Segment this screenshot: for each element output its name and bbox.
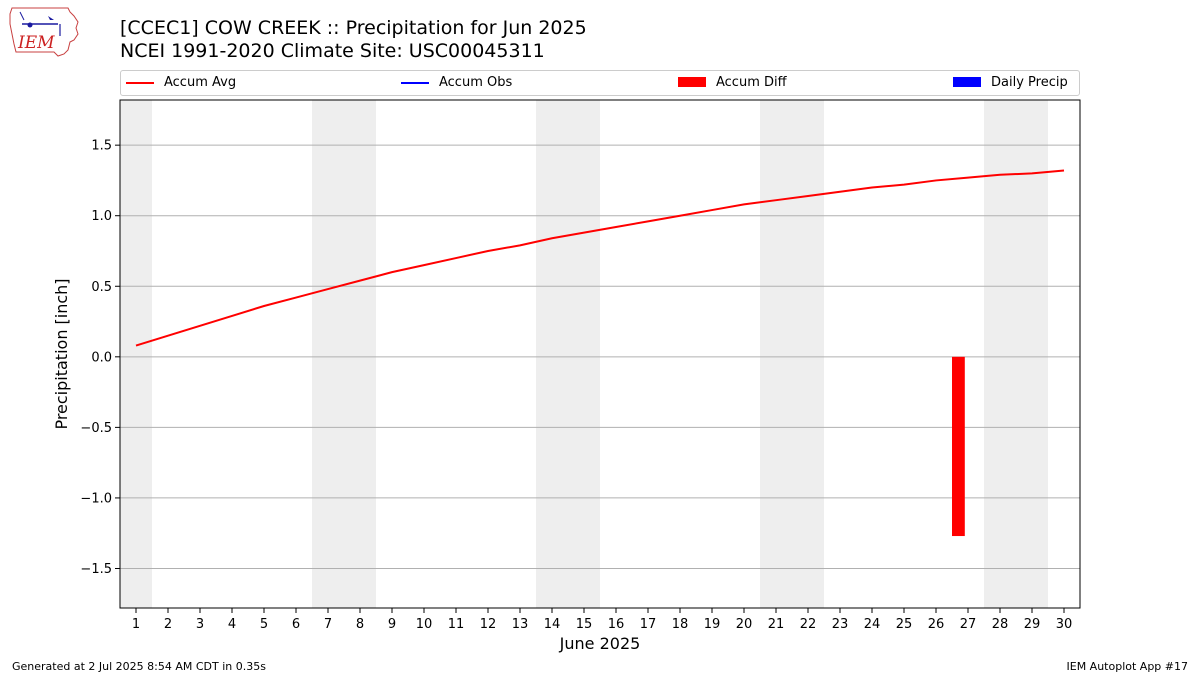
legend: Accum Avg Accum Obs Accum Diff Daily Pre… [120,70,1080,96]
x-tick-label: 1 [132,617,140,632]
x-tick-label: 11 [448,617,465,632]
legend-label-accum-diff: Accum Diff [716,75,787,90]
x-tick-label: 21 [768,617,785,632]
y-tick-label: 0.0 [91,350,112,365]
x-tick-label: 29 [1024,617,1041,632]
y-axis-label: Precipitation [inch] [52,278,71,429]
footer-app: IEM Autoplot App #17 [1066,660,1189,673]
x-tick-label: 16 [608,617,625,632]
x-tick-label: 9 [388,617,396,632]
x-tick-label: 23 [832,617,849,632]
x-tick-label: 8 [356,617,364,632]
weekend-band [312,100,376,608]
x-tick-label: 18 [672,617,689,632]
x-tick-label: 22 [800,617,817,632]
legend-swatch-accum-avg [126,82,154,84]
x-tick-label: 27 [960,617,977,632]
chart-subtitle: NCEI 1991-2020 Climate Site: USC00045311 [120,40,545,62]
x-tick-label: 26 [928,617,945,632]
iem-logo-text: IEM [17,33,55,53]
x-tick-label: 12 [480,617,497,632]
weekend-band [120,100,152,608]
weekend-band [760,100,824,608]
y-tick-label: −0.5 [80,421,112,436]
legend-label-accum-obs: Accum Obs [439,75,513,90]
legend-label-daily-precip: Daily Precip [991,75,1068,90]
weekend-band [984,100,1048,608]
x-tick-label: 15 [576,617,593,632]
precip-chart: −1.5−1.0−0.50.00.51.01.51 2 3 4 5 6 7 8 9 10 11 12 1… [52,99,1081,653]
x-axis-label: June 2025 [559,634,641,653]
y-tick-label: −1.0 [80,491,112,506]
accum-avg-line [135,169,1065,347]
x-tick-label: 4 [228,617,236,632]
x-tick-label: 5 [260,617,268,632]
y-tick-label: 1.0 [91,209,112,224]
x-tick-label: 19 [704,617,721,632]
iem-logo: IEM [9,7,79,57]
legend-swatch-accum-diff [678,77,706,87]
y-tick-label: 0.5 [91,280,112,295]
y-tick-label: −1.5 [80,562,112,577]
footer-generated: Generated at 2 Jul 2025 8:54 AM CDT in 0… [12,660,266,673]
x-tick-label: 28 [992,617,1009,632]
x-tick-label: 10 [416,617,433,632]
weekend-band [536,100,600,608]
legend-swatch-accum-obs [401,82,429,84]
x-tick-label: 30 [1056,617,1073,632]
x-tick-label: 7 [324,617,332,632]
x-tick-label: 3 [196,617,204,632]
y-tick-label: 1.5 [91,139,112,154]
legend-swatch-daily-precip [953,77,981,87]
plot-frame [119,99,1081,609]
x-tick-label: 24 [864,617,881,632]
legend-label-accum-avg: Accum Avg [164,75,237,90]
x-tick-label: 13 [512,617,529,632]
x-tick-label: 6 [292,617,300,632]
x-tick-label: 14 [544,617,561,632]
x-tick-label: 25 [896,617,913,632]
accum-diff-bar [952,356,965,537]
x-tick-label: 20 [736,617,753,632]
x-tick-label: 2 [164,617,172,632]
x-tick-label: 17 [640,617,657,632]
chart-title: [CCEC1] COW CREEK :: Precipitation for J… [120,17,587,39]
